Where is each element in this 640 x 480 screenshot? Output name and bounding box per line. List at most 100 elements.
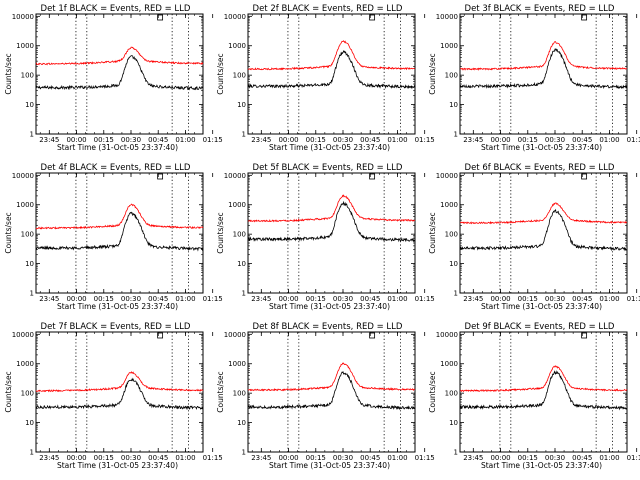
x-tick-label: 01:00 xyxy=(599,136,619,144)
lld-series-line xyxy=(35,371,204,393)
y-tick-label: 10 xyxy=(25,101,34,109)
y-tick-label: 1 xyxy=(454,290,458,298)
y-tick-label: 10 xyxy=(25,260,34,268)
panel-det-7: Det 7f BLACK = Events, RED = LLD 1 10 100 10… xyxy=(4,322,223,470)
y-tick-label: 100 xyxy=(233,72,246,80)
x-tick-label: 00:30 xyxy=(121,295,141,303)
x-tick-label: 01:00 xyxy=(175,136,195,144)
x-tick-label: 01:00 xyxy=(599,454,619,462)
y-tick-label: 10 xyxy=(237,260,246,268)
x-tick-label: 00:45 xyxy=(572,136,592,144)
panel-title: Det 1f BLACK = Events, RED = LLD xyxy=(41,4,191,14)
y-tick-label: 1000 xyxy=(440,201,458,209)
x-tick-label: 00:00 xyxy=(278,136,298,144)
lld-series-line xyxy=(460,41,628,71)
y-axis-label: Counts/sec xyxy=(428,212,437,253)
y-tick-label: 100 xyxy=(445,72,458,80)
y-tick-label: 1000 xyxy=(228,360,246,368)
events-series-line xyxy=(35,211,204,252)
events-series-line xyxy=(459,370,628,411)
lld-series-line xyxy=(35,203,204,230)
x-tick-label: 00:30 xyxy=(545,295,565,303)
panel-det-5: Det 5f BLACK = Events, RED = LLD 1 10 100 10… xyxy=(216,163,435,311)
x-axis-label: Start Time (31-Oct-05 23:37:40) xyxy=(57,143,178,152)
x-tick-label: 01:15 xyxy=(415,454,435,462)
x-tick-label: 23:45 xyxy=(251,295,271,303)
panel-title: Det 3f BLACK = Events, RED = LLD xyxy=(465,4,615,14)
x-tick-label: 00:45 xyxy=(148,295,168,303)
lld-series-line xyxy=(247,194,416,223)
x-tick-label: 23:45 xyxy=(39,295,59,303)
plot-frame xyxy=(247,331,416,453)
y-tick-label: 10000 xyxy=(224,172,246,180)
x-tick-label: 23:45 xyxy=(39,136,59,144)
plot-frame xyxy=(35,13,204,135)
x-tick-label: 01:00 xyxy=(387,136,407,144)
x-axis-label: Start Time (31-Oct-05 23:37:40) xyxy=(481,302,602,311)
x-tick-label: 01:15 xyxy=(415,295,435,303)
x-tick-label: 00:30 xyxy=(121,454,141,462)
y-tick-label: 1 xyxy=(242,290,246,298)
corner-marker-box xyxy=(157,173,164,180)
x-tick-label: 00:15 xyxy=(518,295,538,303)
corner-marker-box xyxy=(369,332,376,339)
x-tick-label: 00:00 xyxy=(490,295,510,303)
x-tick-label: 01:15 xyxy=(203,454,223,462)
y-axis-label: Counts/sec xyxy=(4,371,13,412)
y-axis-label: Counts/sec xyxy=(216,212,225,253)
y-tick-label: 10000 xyxy=(224,13,246,21)
y-tick-label: 10 xyxy=(449,419,458,427)
x-tick-label: 00:45 xyxy=(572,454,592,462)
events-series-line xyxy=(459,48,627,90)
plot-frame xyxy=(459,331,628,453)
x-tick-label: 01:15 xyxy=(627,295,640,303)
x-tick-label: 00:30 xyxy=(333,454,353,462)
y-axis-label: Counts/sec xyxy=(428,53,437,94)
x-tick-label: 00:15 xyxy=(94,295,114,303)
y-tick-label: 1000 xyxy=(440,42,458,50)
y-tick-label: 1 xyxy=(454,131,458,139)
panel-title: Det 6f BLACK = Events, RED = LLD xyxy=(465,163,615,173)
corner-marker-box xyxy=(369,14,376,21)
x-tick-label: 00:15 xyxy=(94,136,114,144)
events-series-line xyxy=(247,371,416,411)
x-tick-label: 01:15 xyxy=(415,136,435,144)
lld-series-line xyxy=(247,362,416,392)
y-tick-label: 1 xyxy=(242,449,246,457)
x-tick-label: 01:15 xyxy=(627,454,640,462)
x-axis-label: Start Time (31-Oct-05 23:37:40) xyxy=(481,461,602,470)
x-tick-label: 00:15 xyxy=(306,295,326,303)
x-tick-label: 23:45 xyxy=(251,454,271,462)
y-tick-label: 1 xyxy=(30,131,34,139)
y-tick-label: 100 xyxy=(21,72,34,80)
lld-series-line xyxy=(459,202,628,225)
panel-det-2: Det 2f BLACK = Events, RED = LLD 1 10 100 10… xyxy=(216,4,435,152)
x-tick-label: 01:00 xyxy=(387,295,407,303)
panel-title: Det 5f BLACK = Events, RED = LLD xyxy=(253,163,403,173)
x-tick-label: 00:30 xyxy=(545,136,565,144)
corner-marker-box xyxy=(157,332,164,339)
y-tick-label: 100 xyxy=(21,231,34,239)
panel-title: Det 2f BLACK = Events, RED = LLD xyxy=(253,4,403,14)
y-tick-label: 10000 xyxy=(436,331,458,339)
y-axis-label: Counts/sec xyxy=(216,53,225,94)
x-tick-label: 00:45 xyxy=(148,454,168,462)
y-tick-label: 1000 xyxy=(16,42,34,50)
y-tick-label: 1000 xyxy=(16,201,34,209)
y-tick-label: 100 xyxy=(445,231,458,239)
x-tick-label: 00:00 xyxy=(490,136,510,144)
plot-frame xyxy=(35,172,204,294)
x-tick-label: 01:15 xyxy=(627,136,640,144)
panel-det-8: Det 8f BLACK = Events, RED = LLD 1 10 100 10… xyxy=(216,322,435,470)
panel-title: Det 4f BLACK = Events, RED = LLD xyxy=(41,163,191,173)
x-tick-label: 00:30 xyxy=(121,136,141,144)
x-tick-label: 00:15 xyxy=(306,136,326,144)
plot-frame xyxy=(247,172,416,294)
y-axis-label: Counts/sec xyxy=(4,53,13,94)
x-tick-label: 00:30 xyxy=(333,295,353,303)
lld-series-line xyxy=(35,46,204,66)
x-tick-label: 00:00 xyxy=(278,295,298,303)
y-tick-label: 1000 xyxy=(228,201,246,209)
panel-det-9: Det 9f BLACK = Events, RED = LLD 1 10 100 10… xyxy=(428,322,640,470)
